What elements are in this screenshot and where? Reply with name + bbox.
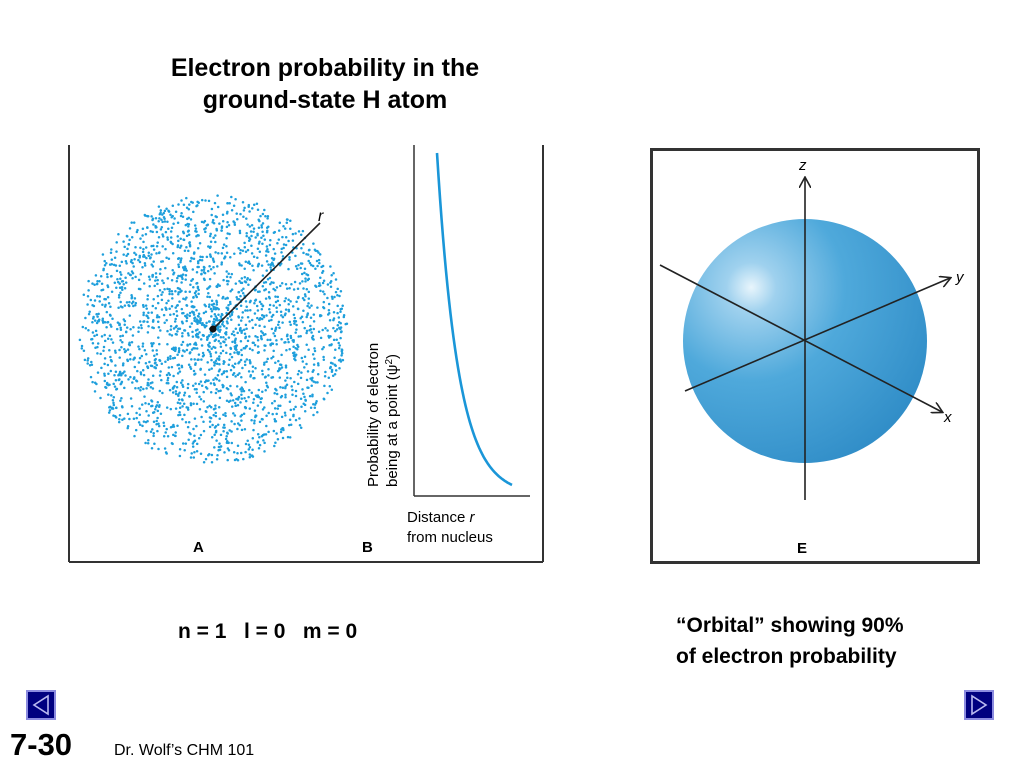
panel-a-label: A — [193, 539, 204, 556]
orbital-caption-line-2: of electron probability — [676, 645, 897, 668]
orbital-caption: “Orbital” showing 90% of electron probab… — [676, 610, 904, 672]
panel-b-label: B — [362, 539, 373, 556]
x-axis-label: x — [943, 409, 952, 426]
slide-number: 7-30 — [10, 727, 73, 762]
course-name: Dr. Wolf’s CHM 101 — [114, 742, 255, 759]
panel-e-label: E — [797, 540, 807, 557]
x-label-line-1: Distance r — [407, 509, 476, 526]
previous-slide-button[interactable] — [26, 690, 56, 720]
y-label-line-1: Probability of electron — [365, 343, 382, 487]
probability-figure: r A Probability of electron being at a p… — [68, 145, 544, 563]
probability-curve — [435, 152, 513, 487]
radius-line — [212, 222, 321, 330]
quantum-numbers: n = 1 l = 0 m = 0 — [178, 620, 358, 643]
next-arrow-icon — [971, 694, 988, 716]
figure-frame — [68, 145, 544, 563]
x-axis — [659, 264, 942, 412]
x-label-line-2: from nucleus — [407, 529, 493, 546]
panel-b-y-label: Probability of electron being at a point… — [365, 343, 401, 487]
orbital-figure: z y x E — [650, 148, 980, 564]
nucleus-dot — [209, 325, 217, 333]
slide-title: Electron probability in the ground-state… — [120, 52, 530, 116]
previous-arrow-icon — [32, 694, 49, 716]
orbital-caption-line-1: “Orbital” showing 90% — [676, 614, 904, 637]
radius-label: r — [318, 208, 324, 225]
electron-dot-cloud — [78, 194, 349, 464]
title-line-1: Electron probability in the — [170, 54, 480, 82]
next-slide-button[interactable] — [964, 690, 994, 720]
y-label-line-2: being at a point (ψ2) — [384, 354, 402, 487]
z-axis-label: z — [798, 157, 807, 174]
title-line-2: ground-state H atom — [202, 86, 448, 114]
y-axis — [684, 278, 950, 392]
y-axis-label: y — [955, 269, 965, 286]
